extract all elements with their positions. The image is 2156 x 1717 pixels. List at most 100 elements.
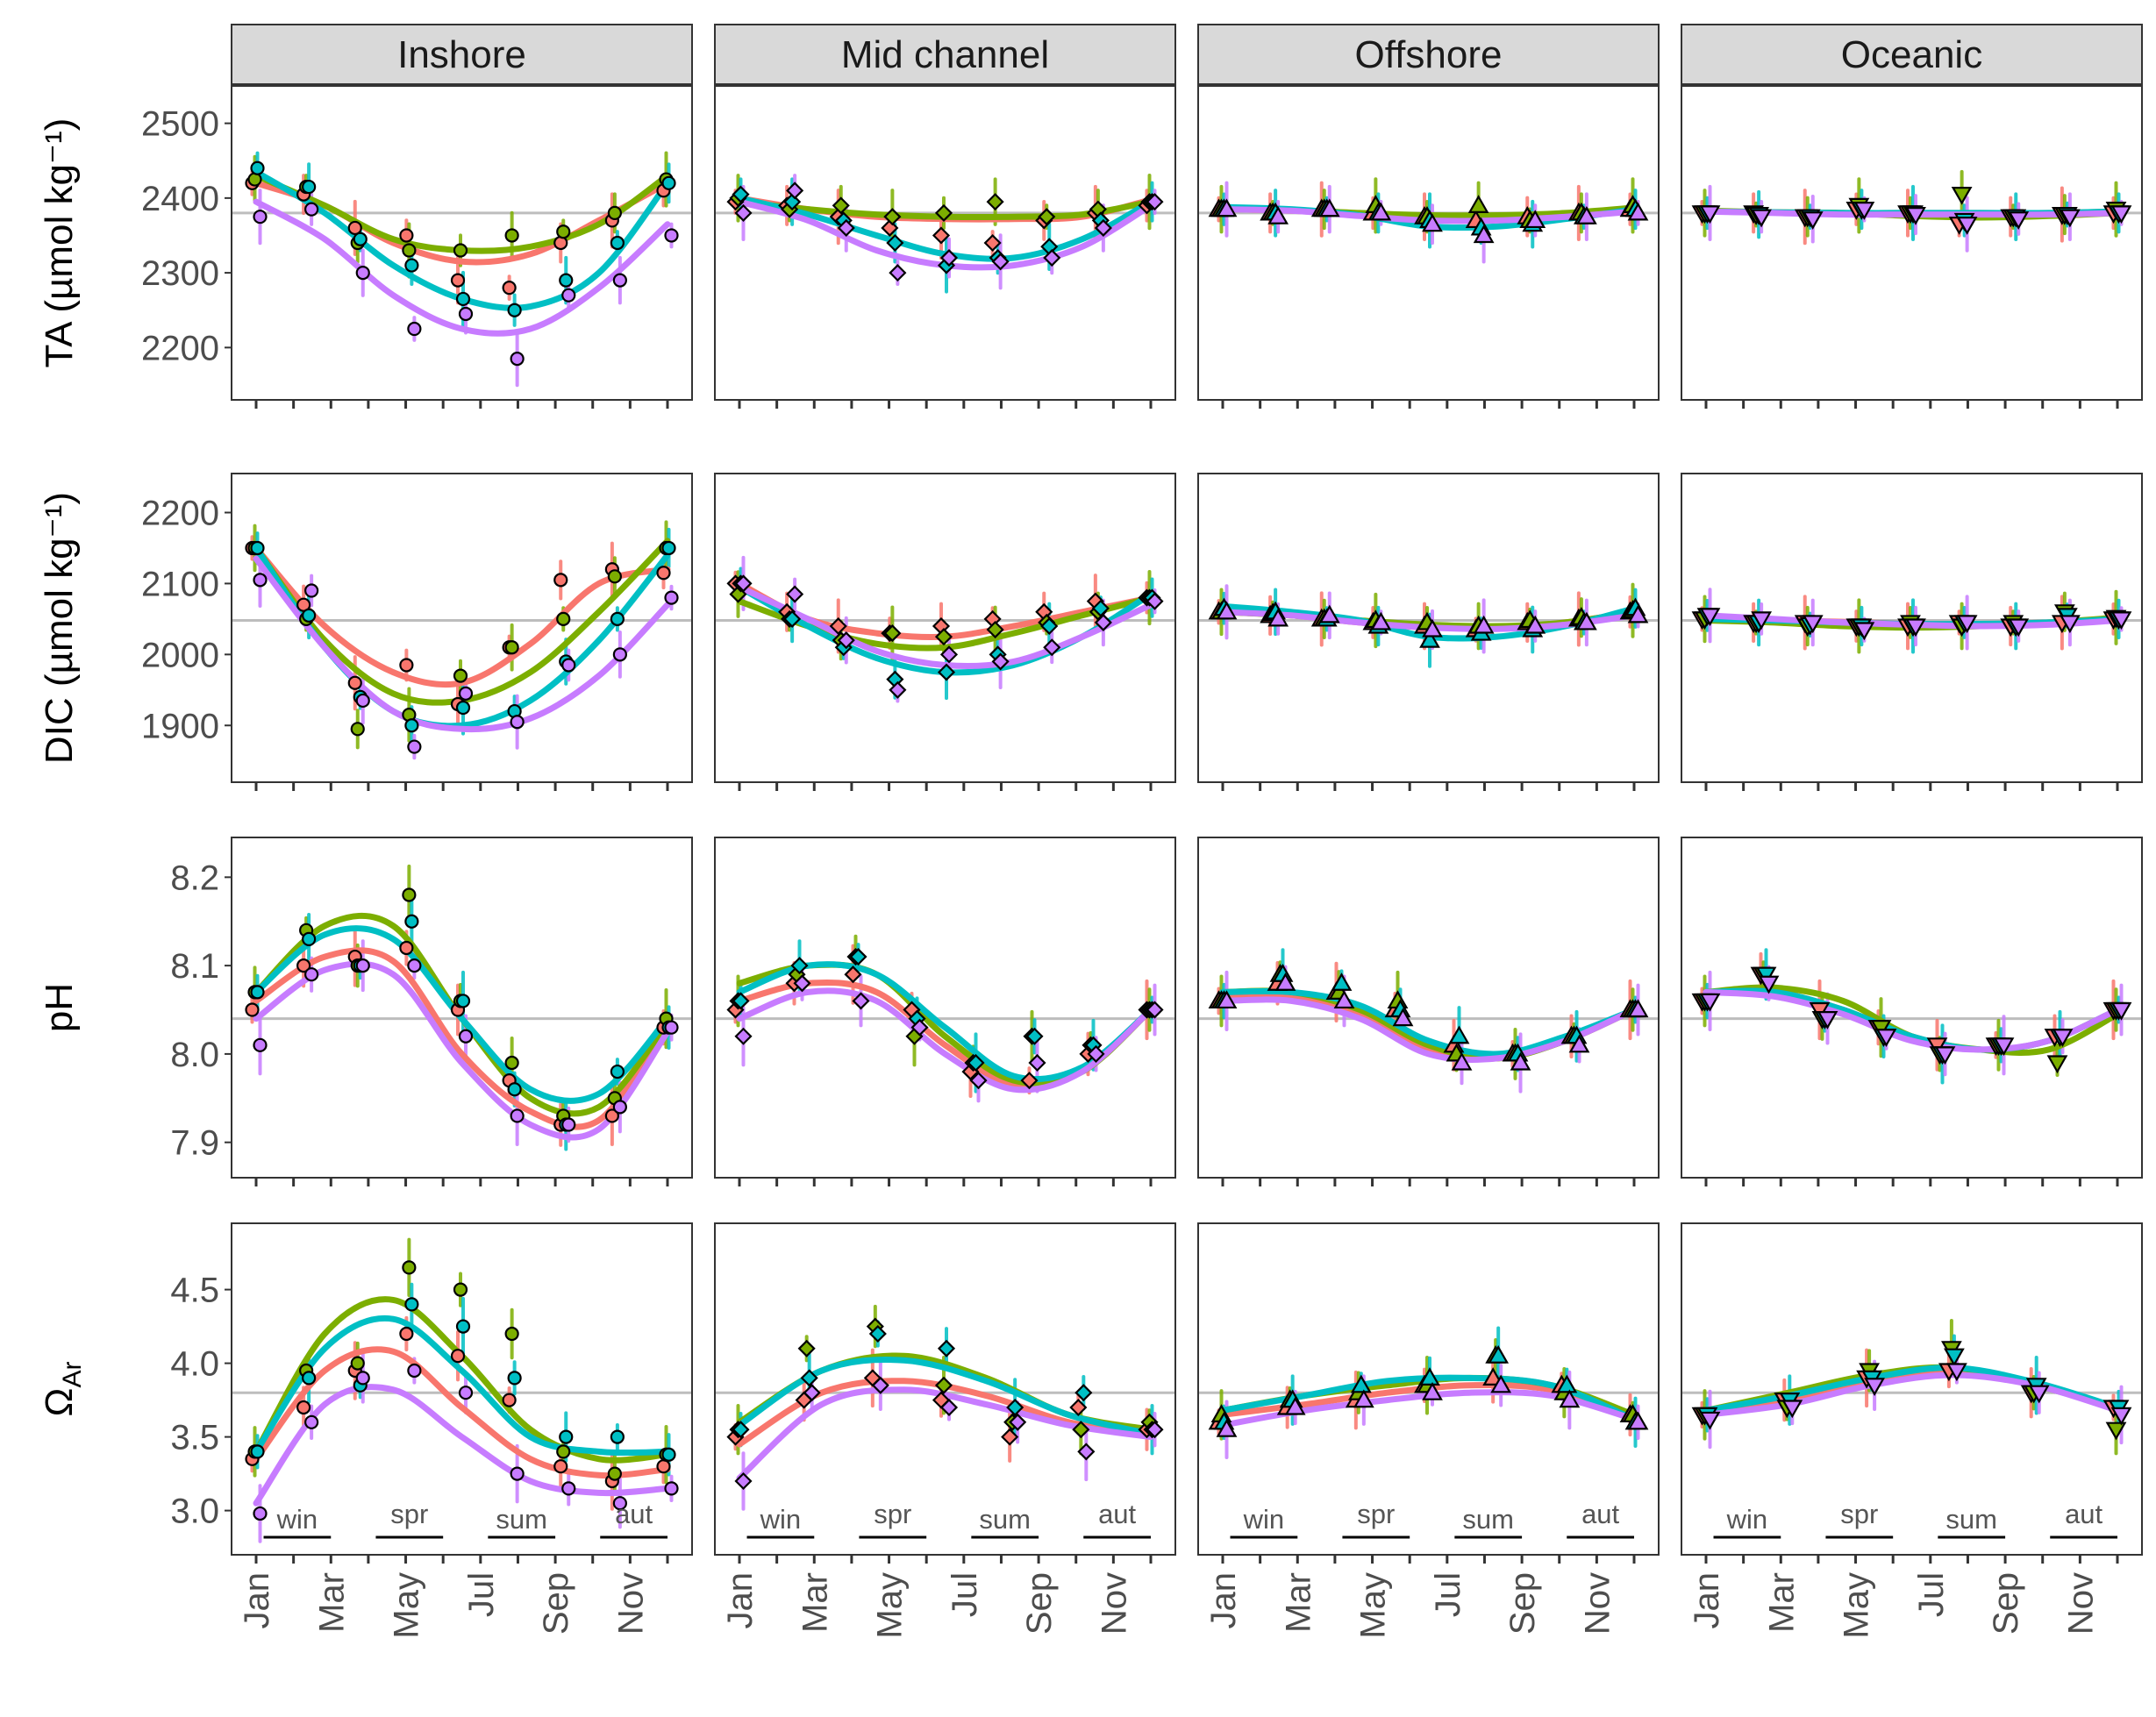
data-point [556,1444,571,1459]
data-point [347,220,362,236]
x-tick-label: May [871,1572,910,1639]
smooth-curve [253,960,671,1141]
data-point [253,1506,268,1521]
smooth-curve [1703,988,2121,1053]
data-point [1216,1418,1238,1437]
data-point [1467,195,1489,213]
panel-border [714,1222,1176,1556]
y-tick-label: 4.5 [170,1272,219,1310]
panel-border [1681,85,2143,401]
data-point [304,967,319,982]
y-tick-label: 2100 [141,565,219,603]
data-point [1216,601,1238,620]
data-point [2008,618,2030,638]
data-point [1559,1389,1581,1408]
data-point [934,203,953,222]
data-point [504,1326,519,1342]
x-tick-label: May [1838,1572,1876,1639]
data-point [553,573,568,588]
smooth-curve [253,555,671,733]
data-point [969,1072,988,1090]
data-point [967,1053,985,1072]
y-axis-title: DIC (µmol kg⁻¹) [38,492,81,764]
x-tick-label: Mar [1279,1572,1317,1633]
y-tick-label: 2000 [141,636,219,674]
data-point [1448,1025,1470,1044]
data-point [1627,604,1649,623]
data-point [1699,1411,1721,1430]
data-point [504,1055,519,1071]
panel-r1-c0 [231,473,693,791]
panel-background [232,474,692,782]
panel-border [1681,837,2143,1179]
x-tick-label: Mar [796,1572,834,1633]
data-point [783,609,802,628]
data-point [612,273,627,288]
season-label: spr [390,1499,428,1529]
season-label: spr [874,1499,911,1529]
data-point [612,1496,627,1511]
smooth-curve [253,1346,671,1479]
data-point [304,1414,319,1429]
smooth-curve [253,1314,671,1457]
data-point [932,226,951,245]
facet-strip-label: Mid channel [841,33,1049,76]
data-point [407,958,422,973]
data-point [1072,1421,1090,1439]
y-axis-title-base: Ω [38,1388,81,1417]
data-point [561,1117,576,1132]
panel-border [714,473,1176,783]
data-point [1556,1374,1578,1393]
data-point [347,675,362,690]
data-point [1802,211,1824,230]
smooth-curve [253,947,671,1130]
data-point [1318,198,1340,217]
data-point [1627,1411,1649,1430]
data-point [786,182,804,200]
data-point [2028,1385,2050,1404]
data-point [937,1339,956,1357]
data-point [610,235,625,251]
facet-strip-background [1197,24,1660,85]
data-point [934,1376,953,1394]
data-point [458,686,474,701]
data-point [883,208,902,226]
facet-strip-1: Mid channel [714,24,1176,85]
data-point [1524,615,1546,634]
data-point [1956,217,1978,235]
data-point [939,1398,959,1417]
data-point [458,1029,474,1044]
y-tick-label: 8.2 [170,858,219,897]
data-point [1267,608,1289,627]
data-point [2046,1055,2068,1074]
data-point [1077,1443,1096,1461]
data-point [1993,1037,2015,1057]
data-point [790,957,809,975]
data-point [404,718,419,733]
data-point [2110,205,2132,224]
data-point [1025,1027,1044,1045]
data-point [1419,629,1440,648]
data-point [1875,1029,1897,1047]
data-point [1627,202,1649,221]
facet-strip-label: Inshore [397,33,526,76]
data-point [1905,618,1926,638]
y-axis-title: TA (µmol kg⁻¹) [38,118,81,368]
data-point [302,179,317,195]
data-point [504,640,519,655]
data-point [1490,1374,1512,1393]
data-point [886,233,904,253]
data-point [502,1393,517,1407]
season-label: aut [615,1499,653,1529]
data-point [455,1319,471,1334]
data-point [1751,209,1773,228]
data-point [2110,1407,2132,1426]
data-point [664,590,679,605]
data-point [2008,211,2030,230]
data-point [664,1481,679,1496]
season-label: win [760,1504,802,1535]
data-point [1074,1384,1093,1402]
x-tick-label: Nov [1095,1572,1133,1635]
data-point [991,253,1010,271]
data-point [1274,972,1296,991]
